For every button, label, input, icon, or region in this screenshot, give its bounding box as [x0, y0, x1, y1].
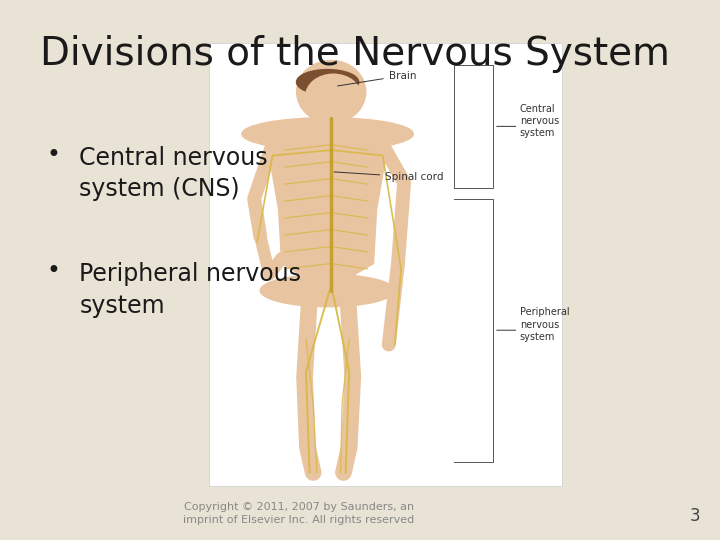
Text: Spinal cord: Spinal cord — [334, 172, 444, 182]
Text: Central nervous
system (CNS): Central nervous system (CNS) — [79, 146, 268, 201]
Text: 3: 3 — [689, 507, 700, 525]
Ellipse shape — [306, 74, 361, 118]
Text: Copyright © 2011, 2007 by Saunders, an
imprint of Elsevier Inc. All rights reser: Copyright © 2011, 2007 by Saunders, an i… — [183, 502, 415, 525]
Text: •: • — [47, 143, 60, 167]
Text: Peripheral nervous
system: Peripheral nervous system — [79, 262, 301, 318]
Text: •: • — [47, 259, 60, 283]
FancyBboxPatch shape — [311, 115, 344, 147]
Ellipse shape — [242, 118, 413, 150]
Ellipse shape — [297, 70, 359, 94]
Text: Divisions of the Nervous System: Divisions of the Nervous System — [40, 35, 670, 73]
Ellipse shape — [297, 60, 366, 123]
Polygon shape — [266, 139, 389, 291]
Text: Central
nervous
system: Central nervous system — [520, 104, 559, 138]
Text: Brain: Brain — [338, 71, 416, 86]
Text: Peripheral
nervous
system: Peripheral nervous system — [520, 307, 570, 342]
Ellipse shape — [261, 274, 395, 307]
Bar — [209, 43, 562, 486]
